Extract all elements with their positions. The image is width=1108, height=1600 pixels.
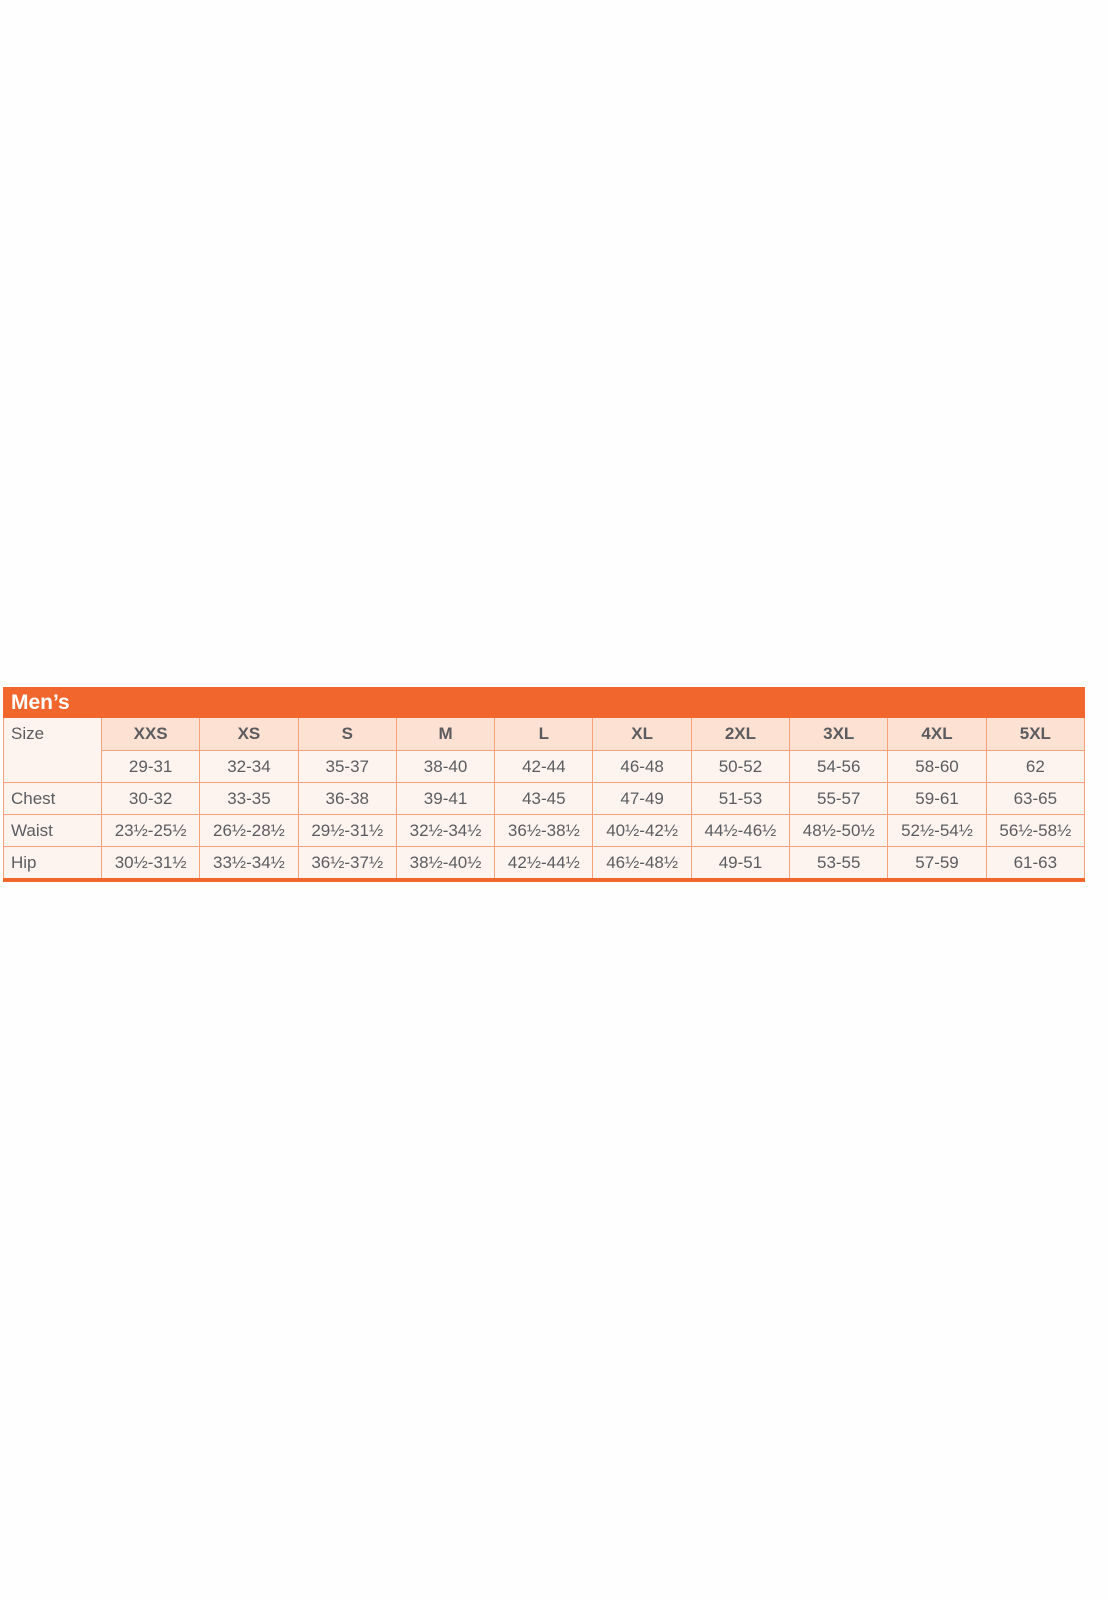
- table-cell: 46-48: [592, 750, 692, 783]
- table-cell: 33½-34½: [199, 846, 299, 882]
- size-column-header: 4XL: [887, 718, 987, 751]
- table-cell: 63-65: [985, 782, 1086, 815]
- table-cell: 32½-34½: [395, 814, 496, 847]
- table-cell: 62: [985, 750, 1086, 783]
- table-cell: 23½-25½: [100, 814, 201, 847]
- table-cell: 29-31: [100, 750, 201, 783]
- table-cell: 26½-28½: [199, 814, 299, 847]
- size-column-header: XL: [592, 718, 692, 751]
- table-cell: 44½-46½: [690, 814, 791, 847]
- table-cell: 49-51: [690, 846, 791, 882]
- table-cell: 42-44: [494, 750, 594, 783]
- table-cell: 58-60: [887, 750, 987, 783]
- size-column-header: L: [494, 718, 594, 751]
- table-cell: 53-55: [789, 846, 889, 882]
- size-column-header: M: [395, 718, 496, 751]
- table-cell: 59-61: [887, 782, 987, 815]
- row-label-size: Size: [3, 718, 102, 783]
- table-row: Hip 30½-31½ 33½-34½ 36½-37½ 38½-40½ 42½-44½ 46…: [3, 846, 1086, 882]
- table-cell: 51-53: [690, 782, 791, 815]
- table-cell: 38-40: [395, 750, 496, 783]
- size-table: Size XXS XS S M L XL 2XL 3XL 4XL 5XL 29-31 32-34 35-3…: [3, 718, 1086, 882]
- table-cell: 33-35: [199, 782, 299, 815]
- table-cell: 30½-31½: [100, 846, 201, 882]
- size-header-row: Size XXS XS S M L XL 2XL 3XL 4XL 5XL: [3, 718, 1086, 783]
- table-cell: 36½-37½: [297, 846, 397, 882]
- table-cell: 55-57: [789, 782, 889, 815]
- size-column-header: XS: [199, 718, 299, 751]
- size-column-header: 3XL: [789, 718, 889, 751]
- table-cell: 48½-50½: [789, 814, 889, 847]
- table-row: Waist 23½-25½ 26½-28½ 29½-31½ 32½-34½ 36½-38½…: [3, 814, 1086, 847]
- table-cell: 35-37: [297, 750, 397, 783]
- table-cell: 29½-31½: [297, 814, 397, 847]
- size-chart: Men’s Size XXS XS S M L XL 2XL 3XL 4XL 5XL 29-31 32-…: [3, 687, 1086, 882]
- table-cell: 30-32: [100, 782, 201, 815]
- table-row: 29-31 32-34 35-37 38-40 42-44 46-48 50-52 54-56…: [4, 750, 1086, 783]
- row-label: Hip: [3, 846, 102, 882]
- size-column-header: 2XL: [690, 718, 791, 751]
- table-cell: 43-45: [494, 782, 594, 815]
- table-cell: 50-52: [690, 750, 791, 783]
- table-cell: 56½-58½: [985, 814, 1086, 847]
- row-label: Waist: [3, 814, 102, 847]
- table-cell: 54-56: [789, 750, 889, 783]
- chart-title: Men’s: [3, 687, 1085, 718]
- table-cell: 52½-54½: [887, 814, 987, 847]
- table-cell: 46½-48½: [592, 846, 692, 882]
- table-cell: 36½-38½: [494, 814, 594, 847]
- row-label: Chest: [3, 782, 102, 815]
- table-cell: 39-41: [395, 782, 496, 815]
- table-cell: 47-49: [592, 782, 692, 815]
- table-cell: 36-38: [297, 782, 397, 815]
- table-cell: 42½-44½: [494, 846, 594, 882]
- table-cell: 57-59: [887, 846, 987, 882]
- size-column-header: XXS: [100, 718, 201, 751]
- size-column-header: 5XL: [985, 718, 1086, 751]
- size-column-header: S: [297, 718, 397, 751]
- table-cell: 61-63: [985, 846, 1086, 882]
- table-cell: 38½-40½: [395, 846, 496, 882]
- table-cell: 32-34: [199, 750, 299, 783]
- table-row: Chest 30-32 33-35 36-38 39-41 43-45 47-49 51-53…: [3, 782, 1086, 815]
- table-cell: 40½-42½: [592, 814, 692, 847]
